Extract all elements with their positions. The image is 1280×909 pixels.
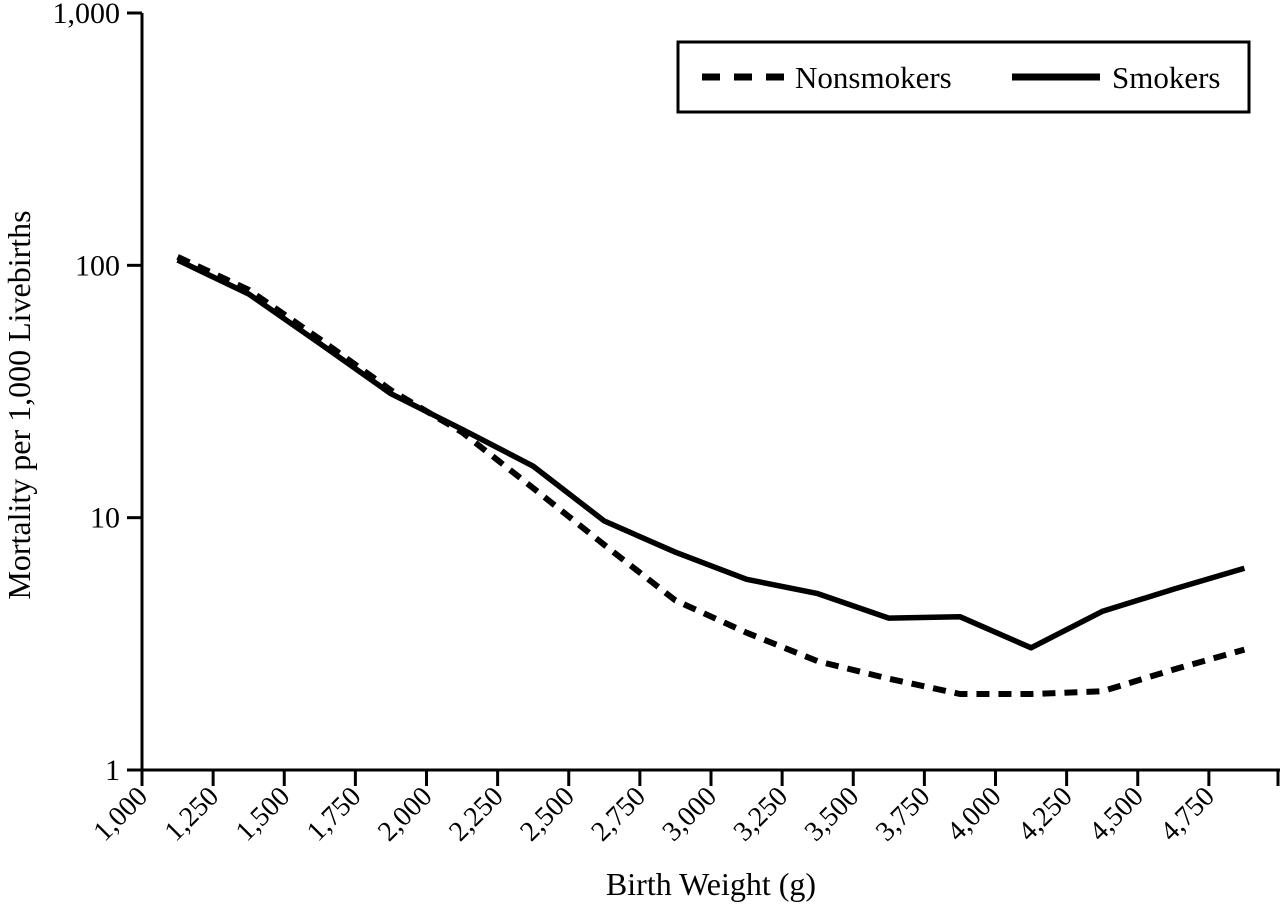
x-axis-title: Birth Weight (g) [606, 866, 816, 902]
y-tick-label: 100 [75, 249, 120, 282]
y-tick-label: 1 [105, 754, 120, 787]
x-tick-label: 3,250 [728, 781, 794, 847]
smokers-line [176, 257, 1246, 651]
x-tick-label: 2,000 [372, 781, 438, 847]
y-tick-label: 10 [90, 502, 120, 535]
axes-lines [140, 13, 1280, 772]
nonsmokers-line [176, 254, 1246, 697]
x-tick-label: 1,500 [230, 781, 296, 847]
legend-label-smokers: Smokers [1112, 60, 1221, 95]
x-tick-label: 2,250 [443, 781, 509, 847]
y-axis-title: Mortality per 1,000 Livebirths [1, 210, 37, 599]
x-tick-label: 1,750 [301, 781, 367, 847]
legend-label-nonsmokers: Nonsmokers [795, 60, 952, 95]
x-tick-label: 4,000 [941, 781, 1007, 847]
y-tick-label: 1,000 [53, 0, 121, 30]
x-tick-label: 4,750 [1154, 781, 1220, 847]
x-tick-label: 1,250 [159, 781, 225, 847]
x-tick-label: 2,500 [514, 781, 580, 847]
x-tick-label: 1,000 [87, 781, 153, 847]
x-tick-label: 4,250 [1012, 781, 1078, 847]
x-tick-label: 3,750 [870, 781, 936, 847]
legend: Nonsmokers Smokers [676, 40, 1251, 114]
x-tick-label: 2,750 [585, 781, 651, 847]
x-tick-label: 4,500 [1083, 781, 1149, 847]
x-tick-label: 3,500 [799, 781, 865, 847]
x-tick-label: 3,000 [656, 781, 722, 847]
